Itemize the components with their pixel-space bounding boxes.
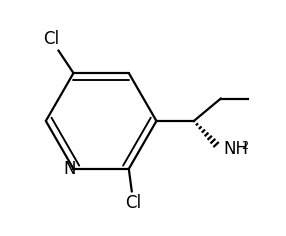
Text: Cl: Cl (125, 194, 141, 212)
Text: N: N (64, 160, 76, 178)
Text: 2: 2 (241, 141, 248, 152)
Text: NH: NH (223, 140, 248, 158)
Text: Cl: Cl (43, 30, 59, 48)
